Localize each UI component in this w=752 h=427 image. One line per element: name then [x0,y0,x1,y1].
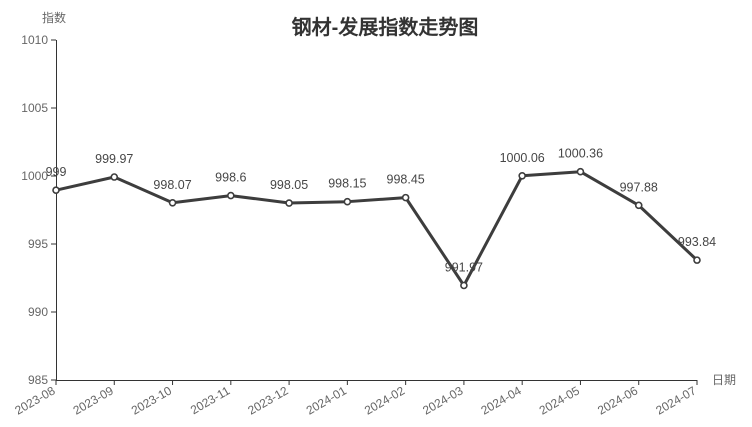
svg-text:2024-07: 2024-07 [653,383,698,417]
svg-text:997.88: 997.88 [620,180,658,194]
svg-text:999: 999 [46,165,67,179]
svg-text:指数: 指数 [42,10,66,25]
svg-text:2023-12: 2023-12 [245,383,290,417]
svg-text:998.45: 998.45 [387,173,425,187]
svg-text:2024-06: 2024-06 [595,383,640,417]
svg-text:日期: 日期 [712,373,736,387]
svg-text:2024-03: 2024-03 [420,383,465,417]
svg-text:991.97: 991.97 [445,260,483,274]
svg-text:钢材-发展指数走势图: 钢材-发展指数走势图 [292,15,479,39]
svg-text:2023-08: 2023-08 [12,383,57,417]
svg-text:998.15: 998.15 [328,177,366,191]
svg-text:2024-02: 2024-02 [362,383,407,417]
svg-text:1010: 1010 [21,33,48,47]
svg-text:2023-11: 2023-11 [188,383,233,417]
svg-text:1000: 1000 [21,169,48,183]
svg-text:1000.36: 1000.36 [558,147,603,161]
svg-text:995: 995 [28,237,48,251]
svg-text:2024-05: 2024-05 [537,383,582,417]
svg-text:1005: 1005 [21,101,48,115]
svg-text:2024-01: 2024-01 [304,383,349,417]
svg-text:2024-04: 2024-04 [479,383,524,417]
svg-text:2023-10: 2023-10 [129,383,174,417]
svg-text:998.05: 998.05 [270,178,308,192]
svg-text:998.07: 998.07 [153,178,191,192]
svg-text:993.84: 993.84 [678,235,716,249]
svg-text:990: 990 [28,305,48,319]
svg-text:2023-09: 2023-09 [71,383,116,417]
svg-text:998.6: 998.6 [215,171,246,185]
svg-text:999.97: 999.97 [95,152,133,166]
svg-text:985: 985 [28,373,48,387]
svg-text:1000.06: 1000.06 [500,151,545,165]
